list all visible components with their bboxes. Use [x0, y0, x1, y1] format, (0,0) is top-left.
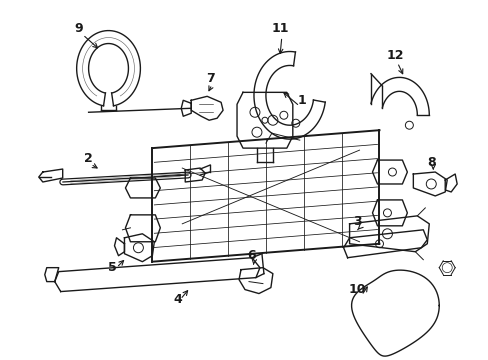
Text: 5: 5	[108, 261, 117, 274]
Text: 11: 11	[270, 22, 288, 35]
Text: 8: 8	[426, 156, 435, 168]
Text: 10: 10	[348, 283, 366, 296]
Text: 7: 7	[205, 72, 214, 85]
Text: 3: 3	[352, 215, 361, 228]
Text: 12: 12	[386, 49, 404, 62]
Text: 2: 2	[84, 152, 93, 165]
Text: 4: 4	[174, 293, 182, 306]
Text: 1: 1	[297, 94, 305, 107]
Text: 9: 9	[74, 22, 83, 35]
Text: 6: 6	[247, 249, 256, 262]
